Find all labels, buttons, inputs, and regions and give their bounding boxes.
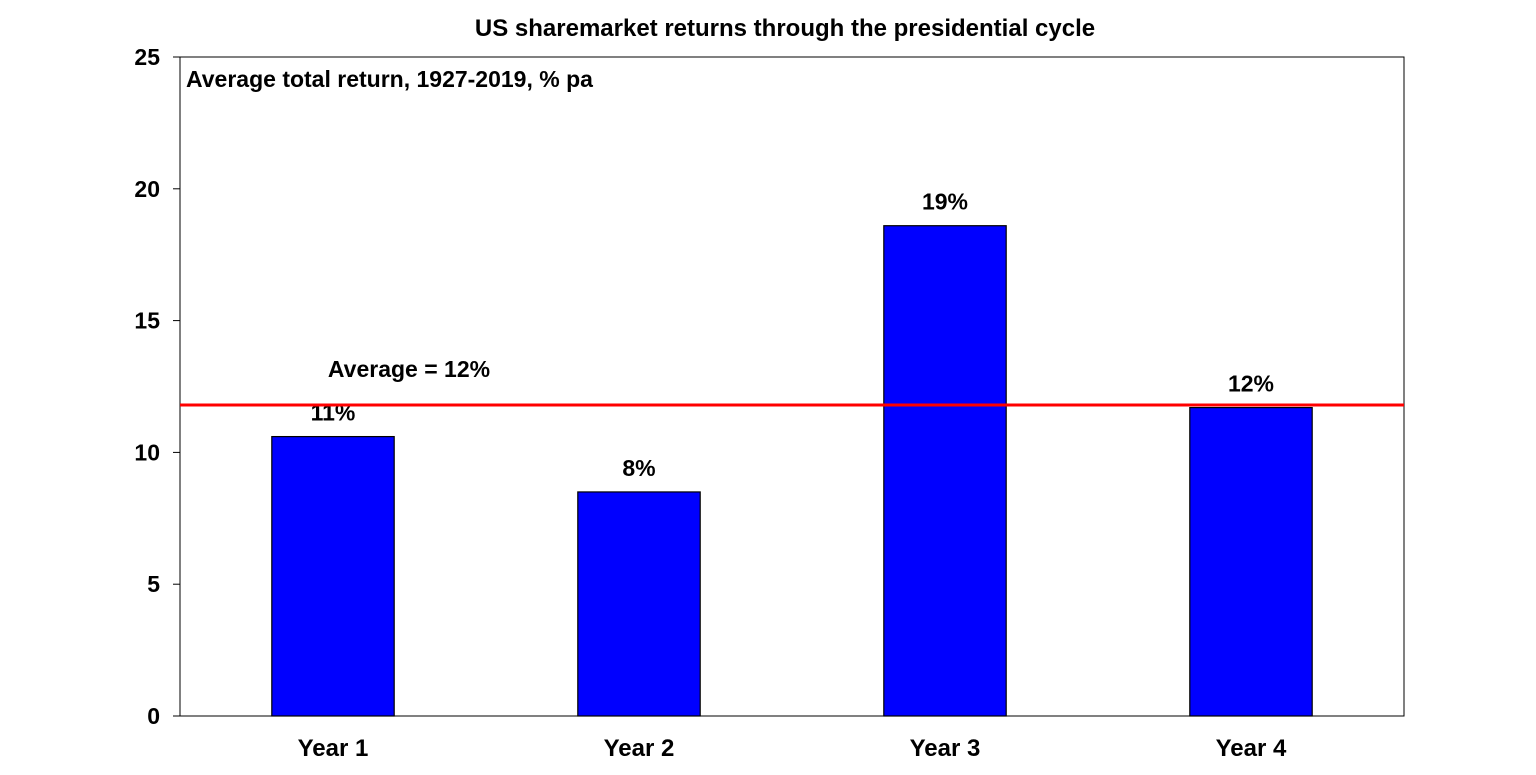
bar-3: [883, 225, 1007, 717]
bars: [271, 225, 1313, 717]
bar-1: [271, 435, 395, 717]
data-label: 8%: [622, 455, 655, 481]
y-tick-label: 10: [134, 439, 160, 465]
chart-subtitle: Average total return, 1927-2019, % pa: [186, 66, 593, 92]
y-tick-label: 25: [134, 44, 160, 70]
data-label: 19%: [922, 189, 968, 215]
x-tick-label: Year 2: [604, 735, 675, 762]
chart-title: US sharemarket returns through the presi…: [475, 15, 1095, 42]
y-tick-label: 20: [134, 176, 160, 202]
y-tick-label: 5: [147, 571, 160, 597]
x-tick-label: Year 1: [298, 735, 369, 762]
x-tick-label: Year 4: [1216, 735, 1287, 762]
y-tick-label: 15: [134, 308, 160, 334]
bar-2: [577, 491, 701, 717]
average-label: Average = 12%: [328, 356, 490, 382]
average-reference: Average = 12%: [180, 356, 1404, 407]
y-axis: 0 5 10 15 20 25: [134, 44, 180, 729]
data-label: 12%: [1228, 371, 1274, 397]
x-tick-label: Year 3: [910, 735, 981, 762]
y-tick-label: 0: [147, 703, 160, 729]
x-axis: Year 1 Year 2 Year 3 Year 4: [298, 735, 1287, 762]
bar-4: [1189, 406, 1313, 717]
